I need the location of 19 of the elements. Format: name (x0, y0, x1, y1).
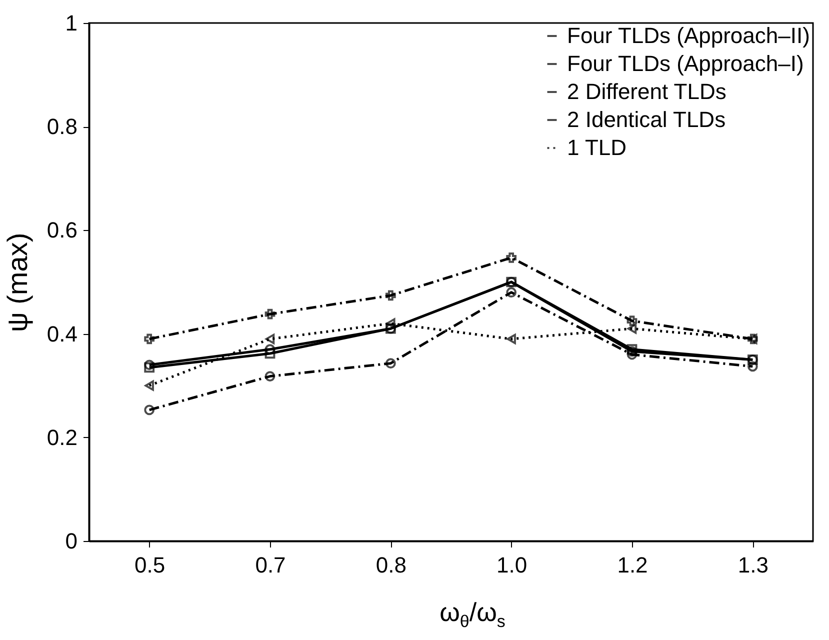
y-tick-label: 0.6 (46, 218, 78, 243)
legend-label: Four TLDs (Approach–I) (567, 51, 804, 76)
x-tick-label: 1.3 (738, 552, 768, 578)
legend-label: Four TLDs (Approach–II) (567, 23, 810, 48)
x-tick-label: 1.2 (617, 552, 648, 578)
y-tick-label: 0.4 (46, 321, 78, 346)
y-axis-title: ψ (max) (2, 232, 33, 332)
x-axis-title: ω$_{θ}$/ω$_{s}$ (438, 597, 506, 634)
x-tick-label: 0.7 (255, 552, 286, 578)
legend-label: 2 Identical TLDs (567, 107, 726, 132)
x-tick-label: 0.8 (376, 552, 406, 578)
legend-label: 2 Different TLDs (567, 79, 726, 104)
y-tick-label: 0.2 (46, 424, 78, 450)
x-tick-label: 1.0 (496, 552, 528, 578)
y-tick-label: 1 (65, 10, 78, 36)
y-tick-label: 0 (65, 528, 78, 554)
legend-label: 1 TLD (567, 135, 627, 160)
y-tick-label: 0.8 (46, 114, 78, 140)
x-tick-label: 0.5 (134, 552, 166, 578)
